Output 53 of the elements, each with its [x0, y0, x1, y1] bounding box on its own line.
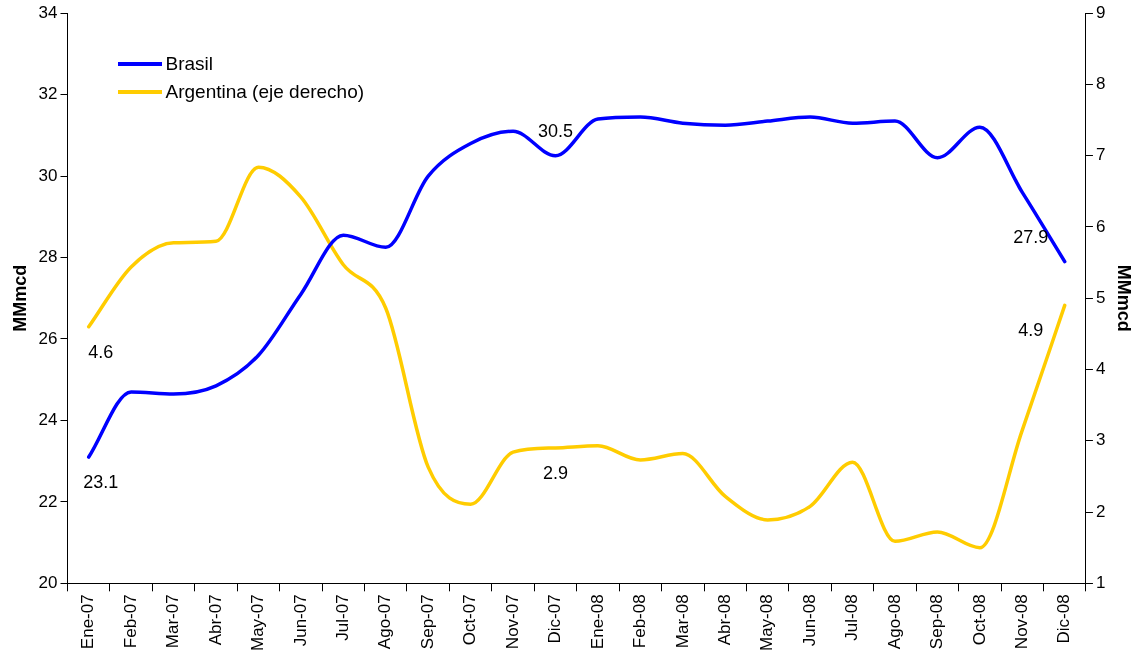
data-label: 4.9: [1018, 320, 1044, 341]
y2-tick-label: 3: [1095, 430, 1106, 450]
y2-tick-label: 8: [1095, 74, 1106, 94]
data-label: 23.1: [83, 472, 119, 493]
x-tick-label: Feb-07: [120, 594, 140, 649]
y-tick-label: 26: [38, 328, 58, 348]
line-series: [86, 115, 1067, 459]
x-tick-label: Ene-08: [587, 594, 607, 650]
x-tick-label: Dic-08: [1054, 594, 1074, 644]
y2-tick-label: 7: [1095, 145, 1106, 165]
y-tick-label: 32: [38, 84, 58, 104]
y-tick-label: 22: [38, 491, 58, 511]
y2-tick-label: 4: [1095, 359, 1106, 379]
y2-tick-label: 1: [1095, 573, 1106, 592]
x-tick-label: Sep-08: [927, 594, 947, 650]
data-label: 4.6: [88, 341, 114, 362]
x-tick-label: Jul-07: [333, 594, 353, 641]
y-axis-title: MMmcd: [9, 264, 30, 332]
data-label: 27.9: [1013, 226, 1049, 247]
legend-label: Brasil: [165, 53, 214, 76]
y-tick-label: 34: [38, 2, 58, 22]
x-tick-label: Jun-07: [290, 594, 310, 647]
x-tick-label: Mar-08: [672, 594, 692, 649]
y-tick-label: 30: [38, 165, 58, 185]
line-series: [86, 165, 1067, 550]
y2-axis-title: MMmcd: [1114, 264, 1135, 332]
x-tick-label: Sep-07: [417, 594, 437, 650]
y-tick-label: 24: [38, 410, 58, 430]
y2-tick-label: 9: [1095, 2, 1106, 22]
x-tick-label: Abr-08: [714, 594, 734, 646]
x-tick-label: Ene-07: [78, 594, 98, 650]
x-tick-label: Abr-07: [205, 594, 225, 646]
data-label: 2.9: [542, 462, 569, 483]
y-tick-label: 20: [38, 573, 58, 592]
x-tick-label: Jun-08: [799, 594, 819, 647]
x-tick-label: Jul-08: [842, 594, 862, 641]
x-tick-label: Dic-07: [545, 594, 565, 644]
x-tick-label: May-08: [757, 594, 777, 651]
x-tick-label: Nov-08: [1011, 594, 1031, 650]
y2-tick-label: 6: [1095, 216, 1106, 236]
x-tick-label: Oct-07: [460, 594, 480, 646]
legend-label: Argentina (eje derecho): [165, 81, 365, 104]
y-tick-label: 28: [38, 247, 58, 267]
y2-tick-label: 2: [1095, 501, 1106, 521]
data-label: 30.5: [537, 120, 574, 141]
x-tick-label: Feb-08: [630, 594, 650, 649]
x-tick-label: Ago-08: [884, 594, 904, 650]
x-tick-label: May-07: [248, 594, 268, 651]
x-tick-label: Mar-07: [163, 594, 183, 649]
y2-tick-label: 5: [1095, 287, 1106, 307]
x-tick-label: Ago-07: [375, 594, 395, 650]
x-tick-label: Nov-07: [502, 594, 522, 650]
x-tick-label: Oct-08: [969, 594, 989, 646]
